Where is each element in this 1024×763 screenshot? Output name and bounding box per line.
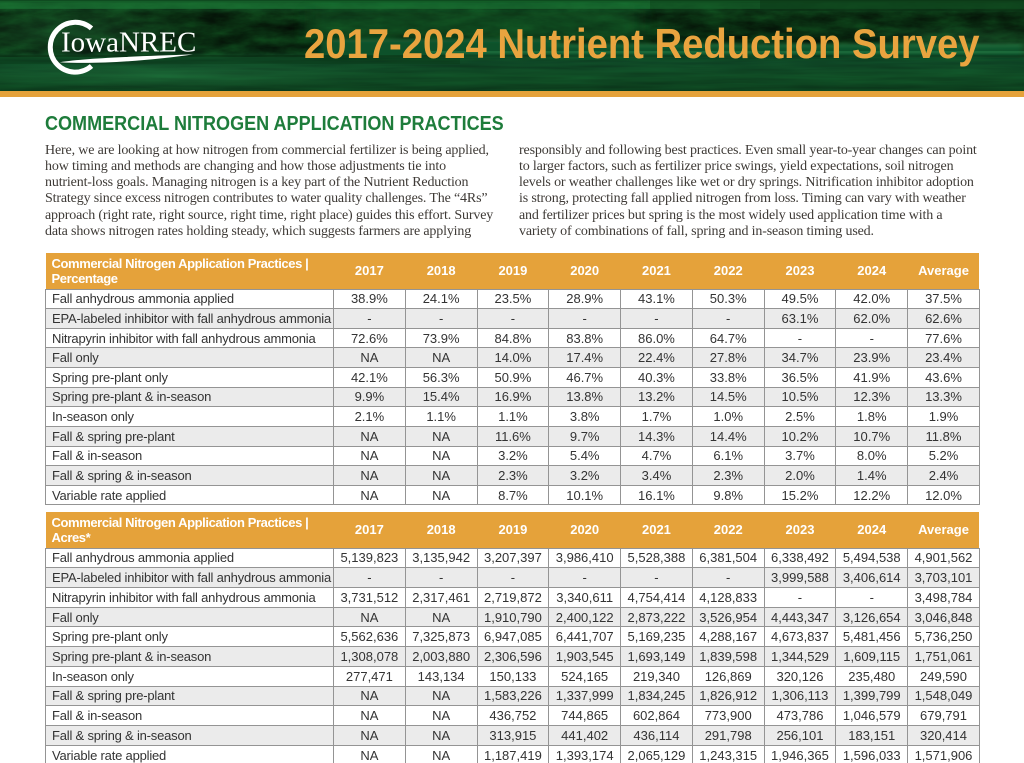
svg-text:IowaNREC: IowaNREC [61,27,196,59]
